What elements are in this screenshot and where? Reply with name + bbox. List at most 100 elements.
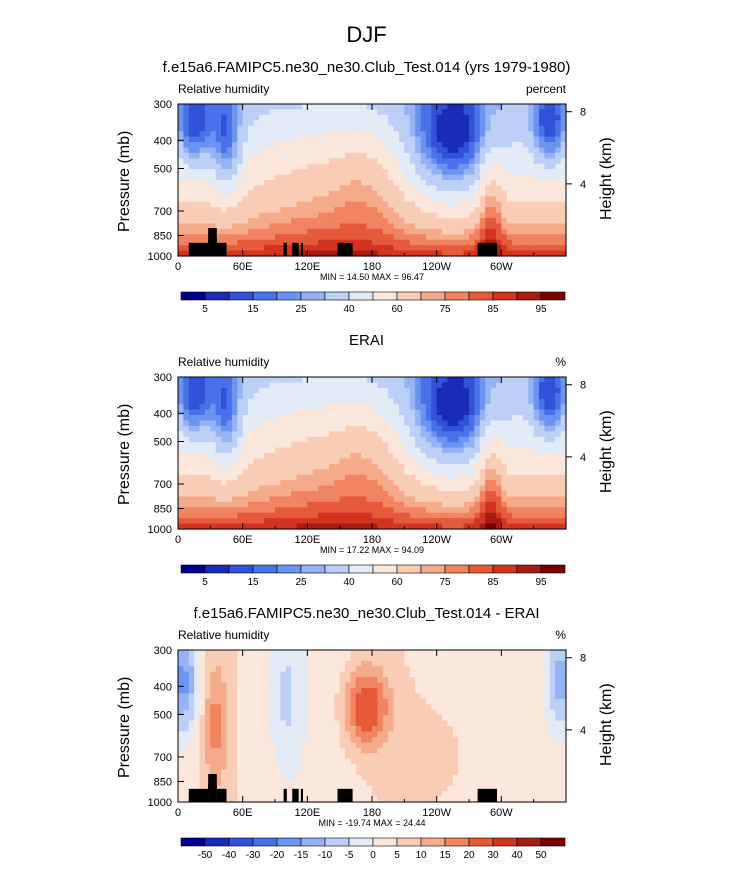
- contour-cell: [372, 142, 378, 149]
- contour-cell: [318, 147, 325, 154]
- contour-cell: [248, 704, 255, 711]
- contour-cell: [269, 109, 276, 116]
- contour-cell: [334, 474, 341, 481]
- contour-cell: [221, 731, 228, 738]
- contour-cell: [264, 245, 271, 252]
- contour-cell: [291, 234, 298, 241]
- contour-cell: [506, 190, 513, 197]
- contour-cell: [307, 120, 314, 127]
- contour-cell: [398, 207, 405, 214]
- contour-cell: [221, 431, 228, 438]
- contour-cell: [404, 174, 411, 181]
- contour-cell: [258, 239, 265, 246]
- contour-cell: [334, 409, 341, 416]
- contour-cell: [328, 715, 335, 722]
- contour-cell: [188, 425, 195, 432]
- contour-cell: [307, 491, 314, 498]
- contour-cell: [328, 158, 335, 165]
- contour-cell: [178, 404, 184, 411]
- contour-cell: [221, 774, 228, 781]
- contour-cell: [355, 507, 362, 514]
- contour-cell: [275, 485, 281, 492]
- contour-cell: [221, 726, 228, 733]
- contour-cell: [210, 136, 217, 143]
- contour-cell: [528, 169, 535, 176]
- contour-cell: [334, 387, 341, 394]
- contour-cell: [296, 201, 303, 208]
- contour-cell: [215, 507, 222, 514]
- contour-cell: [258, 682, 265, 689]
- contour-cell: [269, 764, 276, 771]
- contour-cell: [458, 185, 465, 192]
- contour-cell: [469, 163, 475, 170]
- contour-cell: [307, 774, 314, 781]
- contour-cell: [210, 196, 217, 203]
- contour-cell: [204, 207, 211, 214]
- contour-cell: [188, 715, 195, 722]
- contour-cell: [361, 174, 368, 181]
- contour-cell: [393, 212, 400, 219]
- contour-cell: [452, 190, 459, 197]
- contour-cell: [248, 239, 255, 246]
- contour-cell: [215, 709, 222, 716]
- contour-cell: [210, 518, 217, 525]
- contour-cell: [334, 496, 341, 503]
- contour-cell: [269, 774, 276, 781]
- contour-cell: [178, 425, 184, 432]
- contour-cell: [447, 163, 454, 170]
- contour-cell: [226, 677, 233, 684]
- contour-cell: [231, 228, 238, 235]
- contour-cell: [307, 223, 314, 230]
- contour-cell: [194, 109, 201, 116]
- contour-cell: [258, 758, 265, 765]
- contour-cell: [275, 736, 281, 743]
- contour-cell: [485, 190, 492, 197]
- contour-cell: [442, 245, 449, 252]
- contour-cell: [382, 518, 389, 525]
- contour-cell: [199, 120, 206, 127]
- contour-cell: [398, 453, 405, 460]
- contour-cell: [183, 377, 190, 384]
- contour-cell: [377, 228, 384, 235]
- contour-cell: [194, 415, 201, 422]
- contour-cell: [226, 682, 233, 689]
- contour-cell: [323, 104, 330, 111]
- contour-cell: [366, 212, 373, 219]
- contour-cell: [425, 250, 432, 257]
- contour-cell: [242, 720, 249, 727]
- contour-cell: [539, 234, 546, 241]
- contour-cell: [372, 147, 378, 154]
- contour-cell: [312, 491, 319, 498]
- contour-cell: [398, 377, 405, 384]
- contour-cell: [415, 131, 422, 138]
- contour-cell: [285, 501, 292, 508]
- contour-cell: [253, 245, 260, 252]
- contour-cell: [248, 228, 255, 235]
- contour-cell: [431, 174, 438, 181]
- contour-cell: [469, 142, 475, 149]
- contour-cell: [253, 655, 260, 662]
- contour-cell: [291, 774, 298, 781]
- contour-cell: [463, 245, 470, 252]
- contour-cell: [361, 228, 368, 235]
- contour-cell: [242, 425, 249, 432]
- contour-cell: [258, 731, 265, 738]
- contour-cell: [248, 731, 255, 738]
- contour-cell: [533, 201, 540, 208]
- contour-cell: [199, 720, 206, 727]
- contour-cell: [312, 666, 319, 673]
- contour-cell: [469, 125, 475, 132]
- contour-cell: [307, 436, 314, 443]
- contour-cell: [312, 239, 319, 246]
- contour-cell: [366, 512, 373, 519]
- contour-cell: [388, 190, 395, 197]
- contour-cell: [301, 693, 308, 700]
- contour-cell: [355, 158, 362, 165]
- contour-cell: [285, 185, 292, 192]
- contour-cell: [242, 136, 249, 143]
- contour-cell: [318, 474, 325, 481]
- contour-cell: [393, 223, 400, 230]
- contour-cell: [183, 442, 190, 449]
- contour-cell: [549, 190, 556, 197]
